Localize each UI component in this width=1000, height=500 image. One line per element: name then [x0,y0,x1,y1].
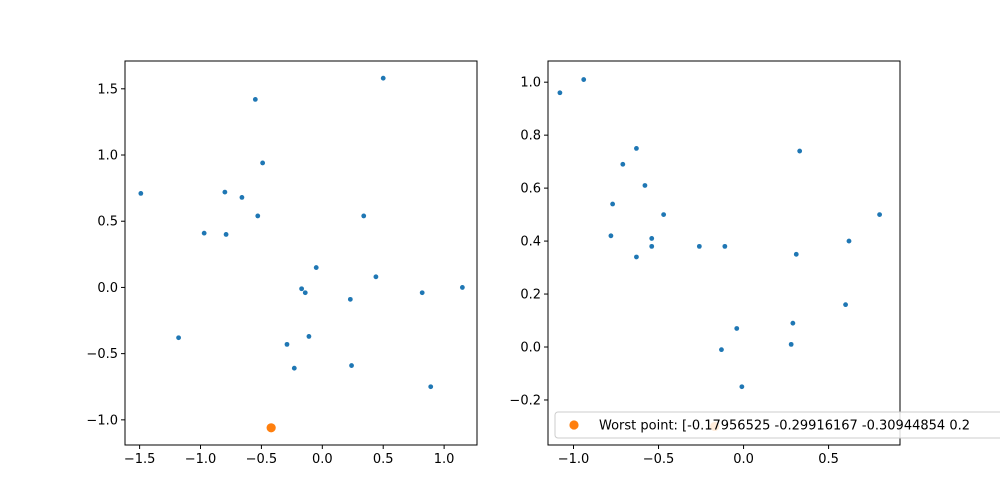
data-point-s1-17 [419,290,425,296]
y-tick-label: 0.0 [97,281,118,296]
data-point-s1-7 [252,97,258,102]
data-point-s1-9 [260,160,266,166]
x-tick-label: 0.0 [733,452,754,467]
data-point-s1-4 [222,189,228,195]
plot-frame [547,60,901,446]
data-point-s1-16 [347,296,353,302]
data-point-s1-8 [608,233,614,239]
data-point-s1-22 [719,347,724,353]
data-point-s1-1 [138,191,144,196]
x-tick-label: −0.5 [246,452,278,467]
data-point-s1-14 [302,290,308,296]
data-point-s1-21 [291,365,297,371]
legend-label: Worst point: [-0.17956525 -0.29916167 -0… [599,419,970,434]
x-tick-label: −0.5 [643,452,675,467]
legend-marker [569,420,579,430]
plot-frame [124,60,478,446]
data-point-s1-18 [843,302,848,308]
data-point-s1-12 [313,265,319,270]
data-point-s1-6 [239,194,245,200]
data-point-s1-16 [846,238,852,244]
y-tick-label: 0.0 [520,341,541,356]
data-point-s1-8 [255,213,261,219]
data-point-s1-7 [661,212,667,218]
data-point-s1-10 [380,75,386,81]
data-point-s1-3 [634,145,639,151]
x-tick-label: −1.0 [558,452,590,467]
x-tick-label: 0.5 [818,452,839,467]
data-point-s1-13 [722,243,728,249]
data-point-s1-12 [696,243,702,249]
legend-box [554,411,1000,439]
data-point-s1-1 [557,90,563,96]
data-point-s1-19 [790,320,796,326]
data-point-s1-6 [610,201,616,207]
y-tick-label: 0.6 [520,182,541,197]
y-tick-label: 0.2 [520,288,541,303]
data-point-s1-21 [788,341,794,347]
subplot-1: −1.5 −1.0 −0.5 0.0 0.5 1.0 −1.0 −0.5 0.0 0.5 1.0 1.… [86,60,478,467]
y-tick-label: −1.0 [86,413,118,428]
data-point-s1-18 [459,285,465,290]
data-point-s1-2 [176,335,181,341]
data-point-s1-15 [877,212,882,218]
x-tick-label: 0.0 [312,452,333,467]
data-point-s1-11 [634,254,639,260]
y-tick-label: 0.4 [520,235,541,250]
data-point-s1-10 [649,243,655,249]
data-point-s1-14 [797,148,803,154]
data-point-s1-9 [649,236,655,241]
y-tick-label: 1.0 [520,76,541,91]
data-point-s1-13 [299,286,305,292]
data-point-s1-19 [306,334,312,339]
data-point-s1-4 [620,161,626,167]
x-tick-label: 1.0 [434,452,455,467]
y-tick-label: −0.5 [86,347,118,362]
data-point-s1-23 [428,384,434,390]
data-point-s1-20 [284,341,290,347]
data-point-s1-2 [581,77,587,82]
subplot-2: −1.0 −0.5 0.0 0.5 −0.2 0.0 0.2 0.4 0.6 0.8 1.0 [509,60,901,467]
x-tick-label: −1.5 [124,452,156,467]
data-point-s1-17 [793,251,799,257]
data-point-s1-5 [642,183,648,188]
x-tick-label: −1.0 [185,452,217,467]
data-point-s1-5 [223,232,229,237]
data-point-s1-15 [373,274,379,280]
data-point-s1-3 [201,230,207,236]
data-point-s1-23 [739,384,745,390]
y-tick-label: 0.5 [97,215,118,230]
y-tick-label: 0.8 [520,129,541,144]
data-point-s2-1 [266,423,276,433]
data-point-s1-11 [361,213,367,219]
y-tick-label: 1.5 [97,82,118,97]
y-tick-label: 1.0 [97,149,118,164]
data-point-s1-20 [734,326,740,331]
data-point-s1-22 [349,363,354,368]
x-tick-label: 0.5 [373,452,394,467]
y-tick-label: −0.2 [509,393,541,408]
